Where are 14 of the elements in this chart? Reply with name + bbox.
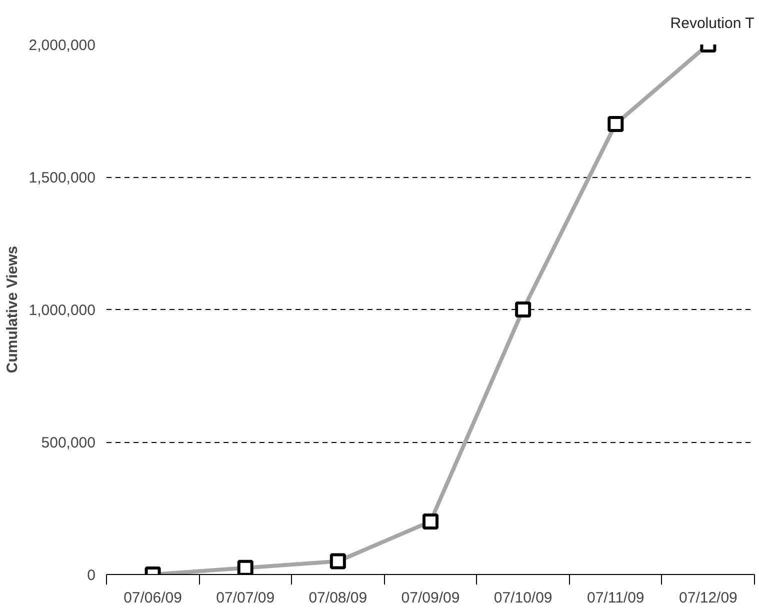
x-tick-label: 07/09/09 — [401, 590, 460, 606]
chart-title: Revolution T — [670, 15, 754, 32]
x-tick-label: 07/07/09 — [216, 590, 275, 606]
y-tick-label: 1,000,000 — [28, 302, 96, 319]
x-tick-label: 07/06/09 — [124, 590, 182, 606]
y-tick-label: 1,500,000 — [28, 170, 96, 186]
x-tick-label: 07/10/09 — [494, 590, 552, 606]
x-tick-label: 07/08/09 — [308, 590, 368, 606]
x-tick-label: 07/11/09 — [587, 590, 644, 606]
y-tick-label: 2,000,000 — [28, 37, 96, 54]
y-tick-label: 500,000 — [41, 434, 96, 452]
y-tick-label: 0 — [87, 567, 96, 584]
x-tick-label: 07/12/09 — [679, 590, 738, 606]
y-axis-title: Cumulative Views — [4, 246, 21, 374]
